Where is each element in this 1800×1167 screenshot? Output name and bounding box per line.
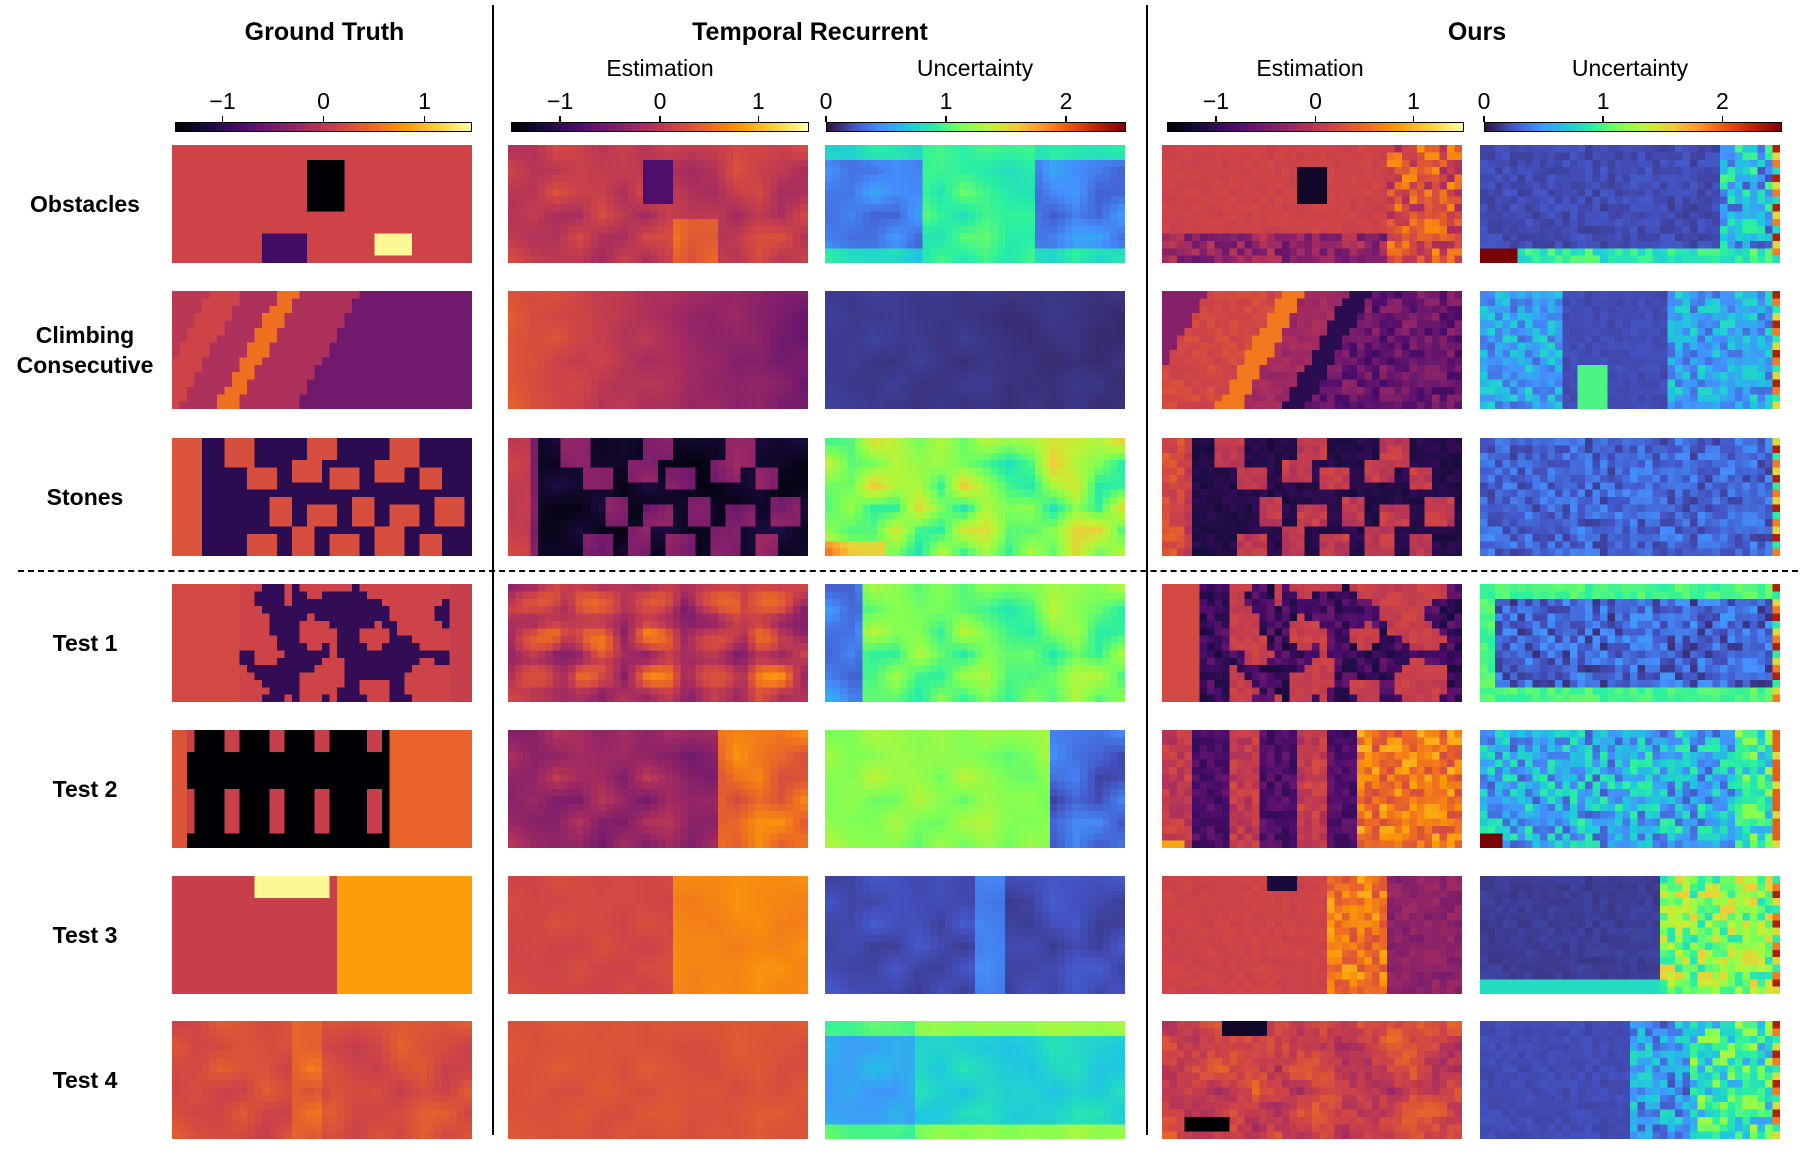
ours-title: Ours	[1277, 18, 1677, 47]
row-label: Test 3	[0, 920, 170, 950]
ours-uncertainty-tick-label: 2	[1702, 88, 1742, 115]
tr-estimation-tick-label: 0	[640, 88, 680, 115]
heatmap-oe	[1162, 876, 1462, 994]
row-label: Test 2	[0, 774, 170, 804]
heatmap-tre	[508, 291, 808, 409]
gt-tickmark	[221, 116, 224, 122]
heatmap-ou	[1480, 584, 1780, 702]
heatmap-tru	[825, 291, 1125, 409]
ground-truth-title: Ground Truth	[182, 18, 467, 47]
tr-estimation-tick-label: −1	[540, 88, 580, 115]
ours-estimation-tick-label: −1	[1196, 88, 1236, 115]
row-label-line: Stones	[0, 482, 170, 512]
tr-estimation-colorbar	[511, 122, 809, 132]
ours-uncertainty-tickmark	[1602, 116, 1604, 122]
heatmap-ou	[1480, 876, 1780, 994]
gt-tick-label: −1	[203, 88, 243, 115]
heatmap-tre	[508, 730, 808, 848]
heatmap-tru	[825, 1021, 1125, 1139]
heatmap-tru	[825, 438, 1125, 556]
tr-estimation-tickmark	[659, 116, 661, 122]
gt-colorbar	[175, 122, 472, 132]
heatmap-ou	[1480, 1021, 1780, 1139]
heatmap-gt	[172, 145, 472, 263]
ours-uncertainty-subtitle: Uncertainty	[1480, 55, 1780, 82]
row-label-line: Test 1	[0, 628, 170, 658]
ours-uncertainty-tickmark	[1721, 116, 1724, 122]
heatmap-tre	[508, 145, 808, 263]
heatmap-ou	[1480, 730, 1780, 848]
tr-uncertainty-colorbar	[826, 122, 1126, 132]
tr-uncertainty-subtitle: Uncertainty	[825, 55, 1125, 82]
heatmap-gt	[172, 584, 472, 702]
heatmap-tre	[508, 1021, 808, 1139]
tr-uncertainty-tickmark	[1065, 116, 1067, 122]
heatmap-oe	[1162, 145, 1462, 263]
train-test-separator	[18, 570, 1798, 572]
tr-uncertainty-tick-label: 0	[806, 88, 846, 115]
row-label-line: Climbing	[0, 320, 170, 350]
tr-estimation-tickmark	[559, 116, 561, 122]
heatmap-oe	[1162, 1021, 1462, 1139]
heatmap-tru	[825, 584, 1125, 702]
heatmap-tre	[508, 876, 808, 994]
tr-uncertainty-tickmark	[945, 116, 947, 122]
heatmap-tru	[825, 145, 1125, 263]
row-label-line: Test 4	[0, 1065, 170, 1095]
heatmap-ou	[1480, 291, 1780, 409]
tr-estimation-tick-label: 1	[738, 88, 778, 115]
row-label-line: Consecutive	[0, 350, 170, 380]
heatmap-ou	[1480, 145, 1780, 263]
gt-tickmark	[322, 116, 325, 122]
ours-estimation-tickmark	[1314, 116, 1317, 122]
tr-uncertainty-tick-label: 1	[926, 88, 966, 115]
temporal-recurrent-title: Temporal Recurrent	[600, 18, 1020, 47]
heatmap-tru	[825, 730, 1125, 848]
row-label: Obstacles	[0, 189, 170, 219]
tr-uncertainty-tickmark	[825, 116, 827, 122]
row-label: Test 1	[0, 628, 170, 658]
ours-estimation-tickmark	[1412, 116, 1415, 122]
ours-estimation-subtitle: Estimation	[1160, 55, 1460, 82]
gt-tick-label: 1	[404, 88, 444, 115]
ours-estimation-tick-label: 0	[1296, 88, 1336, 115]
ours-estimation-colorbar	[1167, 122, 1464, 132]
heatmap-gt	[172, 438, 472, 556]
heatmap-oe	[1162, 730, 1462, 848]
tr-uncertainty-tick-label: 2	[1046, 88, 1086, 115]
heatmap-gt	[172, 291, 472, 409]
row-label-line: Test 2	[0, 774, 170, 804]
row-label-line: Test 3	[0, 920, 170, 950]
row-label: Climbing Consecutive	[0, 320, 170, 380]
ours-uncertainty-tickmark	[1483, 116, 1485, 122]
tr-estimation-subtitle: Estimation	[510, 55, 810, 82]
heatmap-gt	[172, 876, 472, 994]
row-label-line: Obstacles	[0, 189, 170, 219]
heatmap-ou	[1480, 438, 1780, 556]
ours-estimation-tick-label: 1	[1394, 88, 1434, 115]
tr-estimation-tickmark	[757, 116, 760, 122]
ours-uncertainty-tick-label: 1	[1583, 88, 1623, 115]
row-label: Stones	[0, 482, 170, 512]
ours-uncertainty-colorbar	[1484, 122, 1782, 132]
gt-tickmark	[423, 116, 426, 122]
ours-uncertainty-tick-label: 0	[1464, 88, 1504, 115]
heatmap-gt	[172, 730, 472, 848]
gt-tick-label: 0	[304, 88, 344, 115]
heatmap-tre	[508, 438, 808, 556]
heatmap-tre	[508, 584, 808, 702]
heatmap-oe	[1162, 438, 1462, 556]
heatmap-gt	[172, 1021, 472, 1139]
heatmap-tru	[825, 876, 1125, 994]
row-label: Test 4	[0, 1065, 170, 1095]
ours-estimation-tickmark	[1215, 116, 1217, 122]
heatmap-oe	[1162, 291, 1462, 409]
heatmap-oe	[1162, 584, 1462, 702]
